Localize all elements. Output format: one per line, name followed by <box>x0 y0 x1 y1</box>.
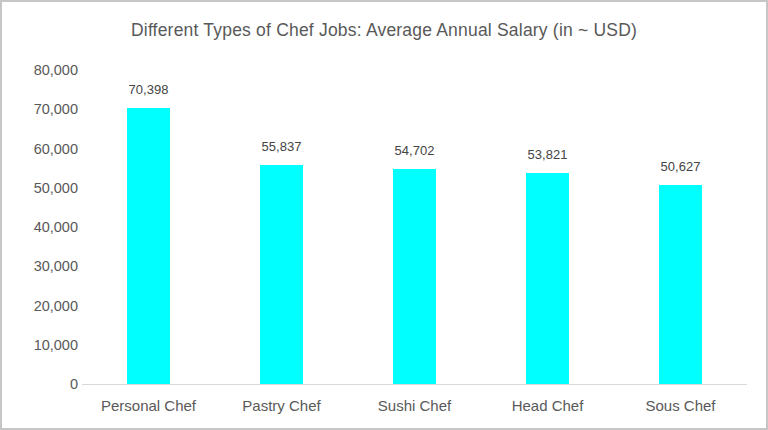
y-tick-label: 60,000 <box>2 140 78 158</box>
y-tick-label: 80,000 <box>2 61 78 79</box>
y-tick-label: 50,000 <box>2 179 78 197</box>
bar-data-label: 54,702 <box>348 144 481 158</box>
bar-data-label: 50,627 <box>614 160 747 174</box>
y-tick-label: 0 <box>2 375 78 393</box>
y-tick-label: 40,000 <box>2 218 78 236</box>
y-tick-label: 70,000 <box>2 100 78 118</box>
x-axis-labels: Personal ChefPastry ChefSushi ChefHead C… <box>82 397 747 414</box>
category-label: Personal Chef <box>82 397 215 414</box>
category-label: Sushi Chef <box>348 397 481 414</box>
bar-data-label: 70,398 <box>82 83 215 97</box>
x-axis-line <box>82 384 747 385</box>
bar-head-chef <box>526 173 569 384</box>
category-label: Pastry Chef <box>215 397 348 414</box>
bar-chart: Different Types of Chef Jobs: Average An… <box>0 0 768 430</box>
bar-personal-chef <box>127 108 170 384</box>
bar-pastry-chef <box>260 165 303 384</box>
bar-data-label: 55,837 <box>215 140 348 154</box>
bar-sous-chef <box>659 185 702 384</box>
category-label: Head Chef <box>481 397 614 414</box>
category-label: Sous Chef <box>614 397 747 414</box>
y-tick-label: 30,000 <box>2 257 78 275</box>
bar-sushi-chef <box>393 169 436 384</box>
y-tick-label: 10,000 <box>2 336 78 354</box>
plot-area: 70,398 55,83754,70253,82150,627 <box>82 70 747 384</box>
bar-data-label: 53,821 <box>481 148 614 162</box>
y-tick-label: 20,000 <box>2 297 78 315</box>
